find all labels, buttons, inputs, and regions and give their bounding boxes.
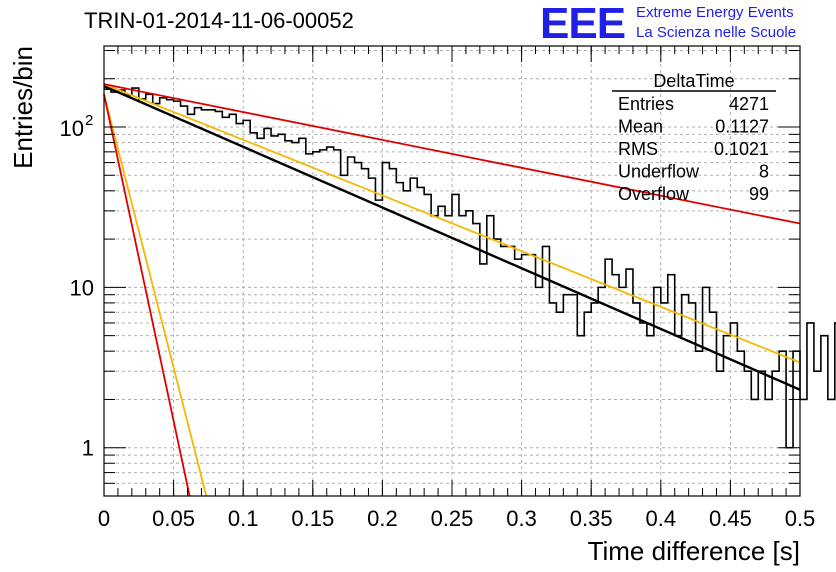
fit-line-1 [103, 83, 801, 364]
eee-logo: EEE [540, 0, 626, 48]
grid-lines [104, 46, 800, 497]
x-tick-label: 0 [98, 506, 110, 531]
x-axis-title: Time difference [s] [588, 536, 800, 566]
logo-line-1: Extreme Energy Events [636, 4, 794, 21]
fit-lines-layer [103, 83, 801, 497]
stats-row-value: 8 [759, 162, 769, 182]
x-tick-label: 0.4 [646, 506, 677, 531]
x-tick-label: 0.35 [570, 506, 613, 531]
stats-title: DeltaTime [653, 71, 734, 91]
stats-row-value: 4271 [729, 94, 769, 114]
x-tick-label: 0.2 [367, 506, 398, 531]
logo-line-2: La Scienza nelle Scuole [636, 24, 797, 41]
stats-box: DeltaTime Entries 4271 Mean 0.1127 RMS 0.1021 U… [612, 71, 776, 204]
fit-line-2 [103, 83, 801, 225]
run-title: TRIN-01-2014-11-06-00052 [84, 8, 354, 33]
fit-line-4 [103, 94, 191, 497]
stats-row-label: Entries [618, 94, 674, 114]
stats-row-label: Underflow [618, 162, 700, 182]
stats-row-label: Mean [618, 117, 663, 137]
stats-row-value: 99 [749, 184, 769, 204]
y-axis-title: Entries/bin [8, 46, 38, 169]
y-tick-label: 1 [82, 436, 94, 461]
axes-layer: 0 0.05 0.1 0.15 0.2 0.25 0.3 0.35 0.4 0.45 0.5 1 10 1… [8, 46, 815, 566]
x-tick-label: 0.1 [228, 506, 259, 531]
fit-line-0 [103, 84, 801, 391]
stats-row-label: Overflow [618, 184, 690, 204]
x-tick-label: 0.25 [431, 506, 474, 531]
x-tick-label: 0.15 [291, 506, 334, 531]
x-tick-label: 0.05 [152, 506, 195, 531]
stats-row-value: 0.1021 [714, 139, 769, 159]
x-tick-label: 0.5 [785, 506, 816, 531]
y-tick-label: 10 [60, 116, 84, 141]
y-tick-label: 10 [70, 275, 94, 300]
x-tick-label: 0.3 [506, 506, 537, 531]
stats-row-label: RMS [618, 139, 658, 159]
x-tick-label: 0.45 [709, 506, 752, 531]
stats-row-value: 0.1127 [715, 117, 769, 137]
fit-line-3 [103, 94, 208, 497]
y-tick-label-exponent: 2 [85, 112, 93, 129]
